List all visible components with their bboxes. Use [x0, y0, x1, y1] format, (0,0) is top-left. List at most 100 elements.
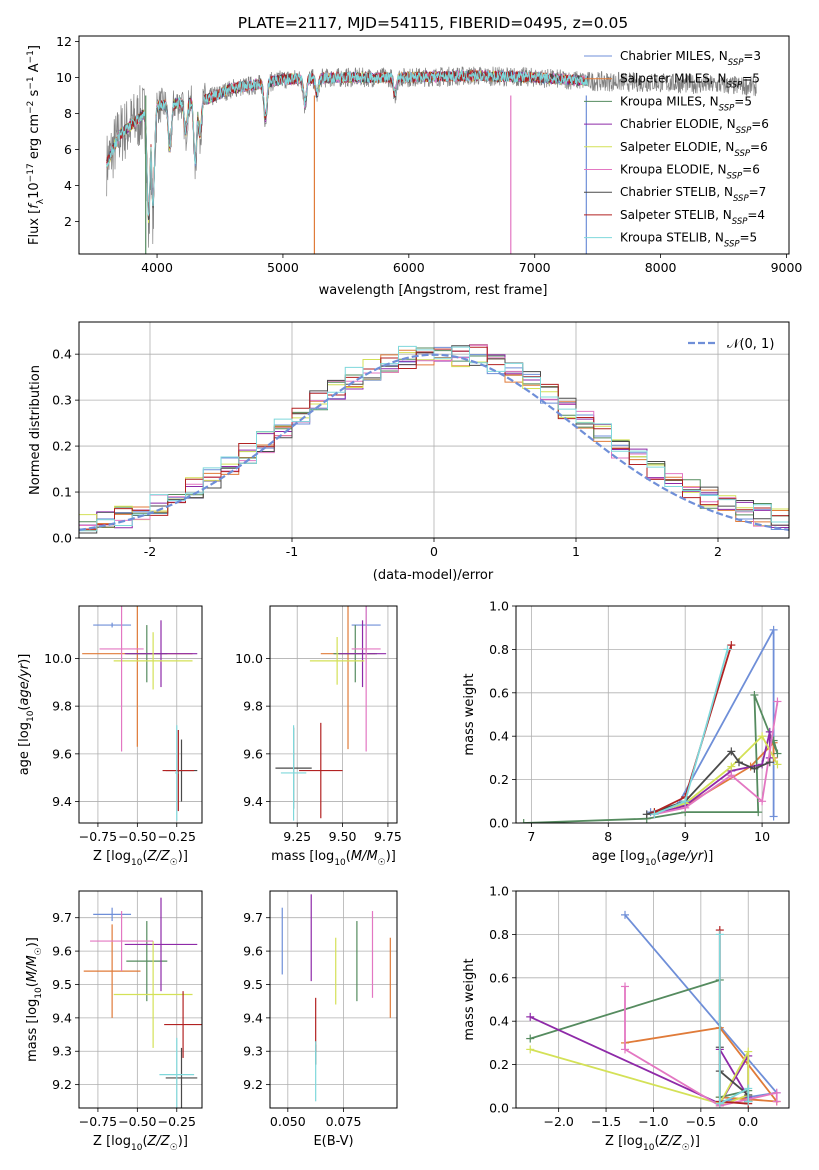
mass-weight-vs-age-panel-plot-area	[519, 625, 782, 823]
spectrum-panel-ticks: 4000 5000 6000 7000 8000 9000 2 4 6 8 10 12	[56, 34, 802, 275]
mass-vs-metallicity-panel-ticks: −0.75 −0.50 −0.25 9.2 9.3 9.4 9.5 9.6 9.7	[52, 910, 196, 1129]
x-axis-label: Z [log10(Z/Z☉)]	[93, 1134, 188, 1153]
y-tick-label: 10.0	[235, 651, 263, 666]
weight-marker	[744, 1047, 753, 1056]
mass-vs-ebv-panel-background	[270, 891, 397, 1108]
y-axis-label: age [log10(age/yr)]	[17, 654, 36, 776]
data-point	[164, 991, 202, 1058]
y-tick-label: 9.4	[52, 794, 72, 809]
mass-weight-vs-metallicity-panel: −2.0 −1.5 −1.0 −0.5 0.0 0.0 0.2 0.4 0.6 0.8 1.0	[489, 884, 790, 1130]
histogram-panel: -2 -1 0 1 2 0.0 0.1 0.2 0.3 0.4 𝒩(0, 1)	[52, 321, 790, 559]
x-tick-label: −0.50	[118, 829, 156, 844]
weight-marker	[642, 810, 651, 819]
data-point	[309, 637, 365, 685]
mass-vs-metallicity-panel-grid	[79, 891, 202, 1108]
mass-weight-vs-metallicity-panel-ticks: −2.0 −1.5 −1.0 −0.5 0.0 0.0 0.2 0.4 0.6 0.8 1.0	[489, 884, 758, 1130]
histogram-panel-plot-area	[79, 344, 789, 538]
data-point	[165, 1047, 198, 1108]
y-tick-label: 0.2	[489, 1057, 509, 1072]
x-tick-label: 0.075	[326, 1114, 362, 1129]
x-tick-label: 0.0	[738, 1114, 758, 1129]
spectrum-panel-plot-area	[106, 66, 757, 254]
x-tick-label: 9.25	[283, 829, 311, 844]
y-tick-label: 9.7	[52, 910, 72, 925]
x-tick-label: −0.75	[79, 1114, 117, 1129]
legend-label: Kroupa STELIB, NSSP=5	[620, 231, 757, 250]
age-vs-metallicity-panel: −0.75 −0.50 −0.25 9.4 9.6 9.8 10.0	[44, 605, 203, 844]
weight-marker	[727, 762, 736, 771]
legend-label: Salpeter STELIB, NSSP=4	[620, 208, 765, 227]
y-tick-label: 0.8	[489, 927, 509, 942]
y-tick-label: 9.4	[243, 794, 263, 809]
age-vs-mass-panel-frame	[269, 605, 398, 824]
x-tick-label: 0	[430, 544, 438, 559]
y-tick-label: 9.8	[52, 699, 72, 714]
data-point	[83, 924, 141, 1018]
histogram-panel-frame	[78, 321, 790, 539]
x-tick-label: 9	[681, 829, 689, 844]
y-tick-label: 4	[64, 178, 72, 193]
data-point	[299, 722, 343, 819]
weight-marker	[758, 797, 767, 806]
mass-weight-vs-age-panel-background	[516, 606, 789, 823]
weight-series-8	[718, 934, 750, 1106]
mass-vs-ebv-panel: 0.050 0.075 9.2 9.3 9.4 9.5 9.6 9.7	[243, 890, 398, 1129]
x-axis-label: mass [log10(M/M☉)]	[271, 849, 396, 868]
weight-marker	[772, 1097, 781, 1106]
x-tick-label: 7000	[519, 260, 551, 275]
x-tick-label: −0.50	[118, 1114, 156, 1129]
y-tick-label: 2	[64, 214, 72, 229]
y-tick-label: 0.6	[489, 685, 509, 700]
y-tick-label: 9.3	[52, 1044, 72, 1059]
y-tick-label: 0.4	[489, 729, 509, 744]
weight-marker	[735, 758, 744, 767]
x-tick-label: −0.25	[158, 1114, 196, 1129]
mass-weight-vs-age-panel: 7 8 9 10 0.0 0.2 0.4 0.6 0.8 1.0	[489, 599, 790, 845]
y-axis-label: mass weight	[462, 958, 477, 1040]
x-tick-label: −1.5	[591, 1114, 621, 1129]
weight-marker	[650, 810, 659, 819]
mass-vs-ebv-panel-ticks: 0.050 0.075 9.2 9.3 9.4 9.5 9.6 9.7	[243, 910, 361, 1129]
age-vs-mass-panel: 9.25 9.50 9.75 9.4 9.6 9.8 10.0	[235, 605, 402, 844]
observed-spectrum-line	[106, 66, 757, 248]
x-tick-label: 4000	[141, 260, 173, 275]
x-tick-label: 1	[572, 544, 580, 559]
mass-weight-vs-age-panel-frame	[515, 605, 790, 824]
x-tick-label: -1	[286, 544, 298, 559]
y-tick-label: 9.5	[243, 977, 263, 992]
y-tick-label: 6	[64, 142, 72, 157]
y-tick-label: 10.0	[44, 651, 72, 666]
age-vs-mass-panel-plot-area	[275, 606, 387, 821]
y-tick-label: 9.4	[52, 1010, 72, 1025]
y-tick-label: 1.0	[489, 884, 509, 899]
x-tick-label: 7	[527, 829, 535, 844]
data-point	[175, 725, 179, 821]
x-tick-label: 6000	[393, 260, 425, 275]
mass-vs-metallicity-panel-frame	[78, 890, 203, 1109]
weight-marker	[769, 812, 778, 821]
weight-marker	[750, 764, 759, 773]
y-tick-label: 9.2	[243, 1077, 263, 1092]
data-point	[280, 725, 307, 821]
weight-marker	[519, 819, 528, 823]
chart-title: PLATE=2117, MJD=54115, FIBERID=0495, z=0…	[238, 14, 628, 32]
y-tick-label: 9.7	[243, 910, 263, 925]
x-axis-label: wavelength [Angstrom, rest frame]	[319, 283, 548, 298]
mass-vs-ebv-panel-grid	[270, 891, 397, 1108]
histogram-series-8	[79, 345, 789, 538]
mass-weight-vs-age-panel-ticks: 7 8 9 10 0.0 0.2 0.4 0.6 0.8 1.0	[489, 599, 770, 845]
weight-marker	[723, 645, 732, 654]
data-point	[99, 606, 144, 752]
y-tick-label: 0.1	[52, 485, 72, 500]
x-tick-label: 8	[604, 829, 612, 844]
legend-label: Kroupa MILES, NSSP=5	[620, 94, 752, 113]
y-axis-label: Normed distribution	[28, 365, 43, 495]
x-tick-label: −1.0	[638, 1114, 668, 1129]
x-axis-label: Z [log10(Z/Z☉)]	[93, 849, 188, 868]
y-tick-label: 9.6	[52, 746, 72, 761]
data-point	[124, 897, 198, 992]
weight-marker	[754, 808, 763, 817]
age-vs-metallicity-panel-background	[79, 606, 202, 823]
mass-weight-vs-metallicity-panel-frame	[515, 890, 790, 1109]
legend-label: Chabrier ELODIE, NSSP=6	[620, 117, 769, 136]
